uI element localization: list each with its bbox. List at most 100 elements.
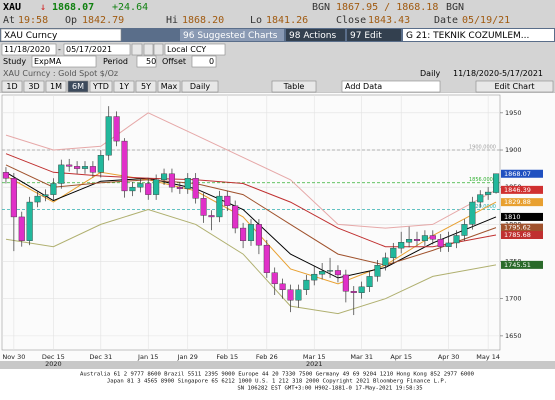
candle-body bbox=[319, 270, 326, 275]
icon-button[interactable] bbox=[131, 43, 143, 56]
candle-body bbox=[66, 164, 73, 167]
offset-input[interactable] bbox=[191, 55, 217, 68]
button[interactable] bbox=[181, 80, 219, 93]
date-input[interactable] bbox=[63, 43, 131, 56]
price-tag-label: 1810 bbox=[504, 213, 521, 221]
label: Hi bbox=[166, 15, 178, 26]
indicator-line bbox=[5, 171, 497, 285]
footer-line: Australia 61 2 9777 8600 Brazil 5511 239… bbox=[80, 372, 474, 378]
x-tick-label: Dec 15 bbox=[42, 353, 65, 361]
candle-body bbox=[105, 116, 112, 156]
candle-body bbox=[382, 257, 389, 266]
y-tick-label: 1900 bbox=[505, 146, 522, 154]
button[interactable] bbox=[113, 80, 135, 93]
button-label: Add Data bbox=[345, 82, 382, 91]
candle-body bbox=[50, 183, 57, 195]
candle-body bbox=[445, 242, 452, 247]
period: 50 bbox=[146, 57, 156, 66]
candle-body bbox=[74, 166, 81, 169]
price-tag bbox=[501, 169, 543, 178]
price-tag bbox=[501, 198, 543, 207]
candle-body bbox=[58, 164, 65, 184]
date-input[interactable] bbox=[1, 43, 57, 56]
candle-body bbox=[232, 205, 239, 229]
button-label: YTD bbox=[92, 82, 109, 91]
button[interactable] bbox=[271, 80, 317, 93]
y-tick-label: 1650 bbox=[505, 332, 522, 340]
x-tick-label: Mar 15 bbox=[303, 353, 326, 361]
candle-body bbox=[271, 272, 278, 285]
currency-select[interactable] bbox=[164, 43, 226, 56]
candle-body bbox=[168, 173, 175, 188]
ticker: XAU bbox=[3, 2, 21, 13]
security-input[interactable] bbox=[0, 28, 122, 42]
indicator-line bbox=[5, 112, 497, 229]
candle-body bbox=[453, 235, 460, 244]
candle-body bbox=[42, 194, 49, 197]
button[interactable] bbox=[157, 80, 181, 93]
button-label: 3D bbox=[28, 82, 39, 91]
chart-name-box[interactable] bbox=[403, 29, 554, 41]
button[interactable] bbox=[45, 80, 67, 93]
period-input[interactable] bbox=[136, 55, 157, 68]
icon-button[interactable] bbox=[143, 43, 154, 56]
candle-body bbox=[192, 178, 199, 199]
candle-body bbox=[406, 239, 413, 243]
candle-body bbox=[184, 178, 191, 189]
candle-body bbox=[121, 140, 128, 192]
value: 1843.43 bbox=[368, 15, 410, 26]
candle-body bbox=[350, 291, 357, 293]
candle-body bbox=[398, 242, 405, 249]
candle-body bbox=[89, 166, 96, 173]
price-tag bbox=[501, 185, 543, 194]
menu-button[interactable] bbox=[180, 29, 284, 41]
candle-body bbox=[429, 235, 436, 240]
button[interactable] bbox=[341, 80, 441, 93]
menu-button[interactable] bbox=[347, 29, 401, 41]
separator: - bbox=[58, 45, 61, 54]
x-year-label: 2020 bbox=[45, 360, 62, 368]
price-tag-label: 1846.39 bbox=[504, 186, 531, 194]
button-label: Table bbox=[283, 82, 305, 91]
candle-body bbox=[303, 279, 310, 290]
candle-body bbox=[129, 186, 136, 192]
menu-button[interactable] bbox=[286, 29, 345, 41]
price-tag-label: 1868.07 bbox=[504, 170, 531, 178]
candle-body bbox=[34, 195, 41, 203]
button[interactable] bbox=[89, 80, 113, 93]
candle-body bbox=[145, 183, 152, 195]
study-label: Study bbox=[3, 57, 26, 66]
candle-body bbox=[327, 270, 334, 272]
button[interactable] bbox=[67, 80, 89, 93]
button-row: 1D 3D 1M 6M YTD 1Y 5Y Max Daily Table Add Data Edit… bbox=[1, 80, 554, 93]
icon-button[interactable] bbox=[153, 43, 164, 56]
x-tick-label: Jan 15 bbox=[137, 353, 158, 361]
candle-body bbox=[161, 173, 168, 180]
start-date: 11/18/2020 bbox=[4, 45, 50, 54]
button[interactable] bbox=[475, 80, 554, 93]
button-label: Edit Chart bbox=[494, 82, 534, 91]
x-tick-label: Apr 15 bbox=[390, 353, 412, 361]
label: Lo bbox=[250, 15, 262, 26]
candle-body bbox=[200, 198, 207, 216]
candle-body bbox=[366, 276, 373, 288]
menu-label: 97 Edit bbox=[350, 31, 382, 41]
x-tick-label: Feb 15 bbox=[216, 353, 238, 361]
x-tick-label: Dec 31 bbox=[89, 353, 112, 361]
study-select[interactable] bbox=[31, 55, 97, 68]
x-tick-label: May 14 bbox=[476, 353, 500, 361]
candle-body bbox=[287, 289, 294, 301]
candle-body bbox=[216, 195, 223, 218]
button-label: 1M bbox=[50, 82, 62, 91]
candle-body bbox=[113, 116, 120, 142]
button-label: 1D bbox=[6, 82, 17, 91]
candle-body bbox=[358, 286, 365, 293]
button[interactable] bbox=[1, 80, 23, 93]
candle-body bbox=[81, 166, 89, 169]
button[interactable] bbox=[135, 80, 157, 93]
button-label: Max bbox=[161, 82, 178, 91]
source: BGN bbox=[446, 2, 464, 13]
button[interactable] bbox=[23, 80, 45, 93]
